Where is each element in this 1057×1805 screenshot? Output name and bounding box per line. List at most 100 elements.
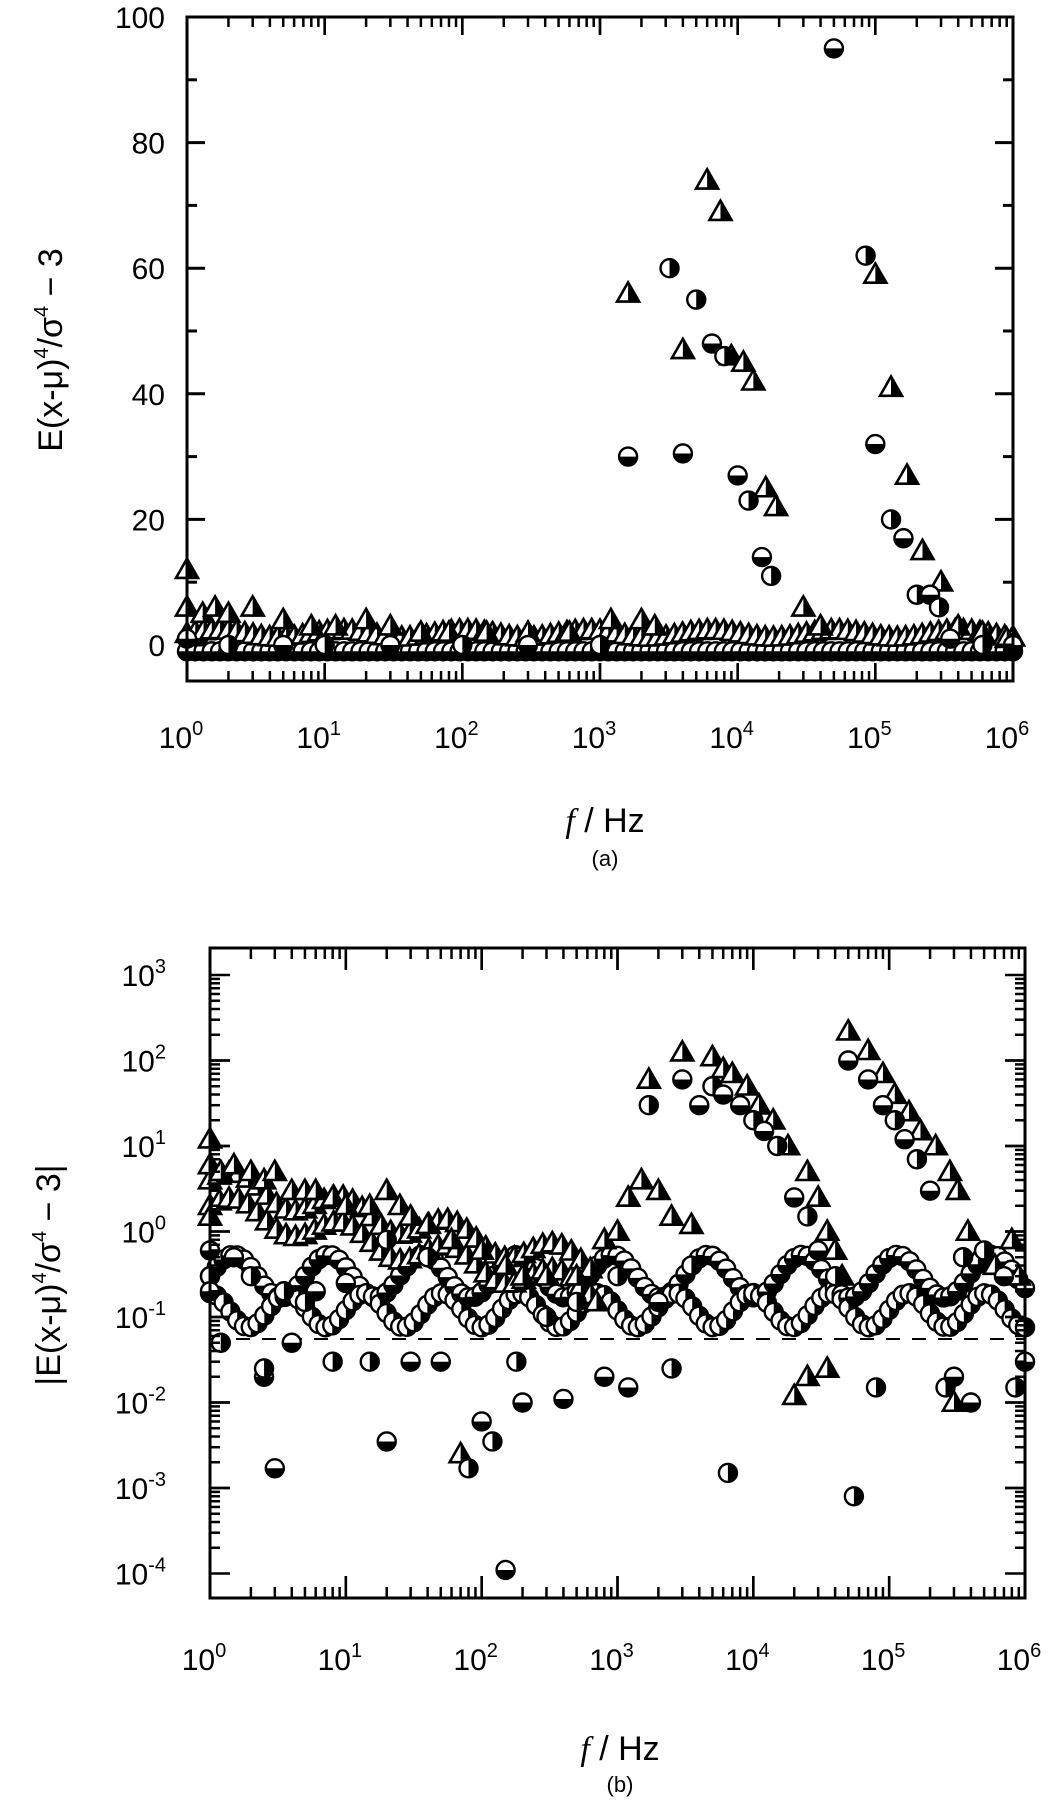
circle-marker [973,1240,995,1261]
triangle-marker [669,336,697,360]
circle-marker [727,465,748,486]
panel-a-x-tick-labels: 100 101 102 103 104 105 106 [159,718,1030,755]
circle-marker [919,584,941,605]
triangle-marker [407,618,435,642]
x-tick-label: 106 [997,1640,1042,1677]
circle-marker [495,1559,516,1581]
circle-marker [760,565,782,587]
y-tick-label: 100 [122,1213,167,1250]
triangle-marker [752,474,780,498]
circle-marker [617,446,639,467]
triangle-marker [414,1211,441,1235]
circle-marker [865,433,886,455]
x-tick-label: 100 [159,718,204,755]
circle-marker [314,634,335,656]
triangle-marker [438,1226,465,1250]
circle-marker [517,634,539,656]
triangle-marker [762,493,790,517]
circle-marker [972,634,993,656]
panel-a-y-tick-labels: 0 20 40 60 80 100 [115,2,165,663]
circle-marker [767,1135,788,1157]
y-tick-label: 10-1 [115,1298,166,1335]
circle-marker [305,1281,326,1302]
y-tick-label: 20 [132,504,165,537]
triangle-marker [794,1363,821,1387]
circle-marker [281,1332,302,1353]
circle-marker [607,1266,628,1287]
panel-a-frame [185,15,1015,683]
triangle-marker [628,1166,655,1190]
triangle-marker [780,1382,808,1406]
circle-marker [553,1388,574,1410]
triangle-marker [862,260,889,285]
triangle-marker [473,618,500,642]
circle-marker [618,1377,639,1398]
triangle-marker [269,606,297,630]
circle-marker [993,1266,1015,1287]
circle-marker [952,1247,974,1268]
circle-marker [894,1129,915,1150]
triangle-marker [733,1072,761,1096]
circle-marker [210,1332,231,1353]
triangle-marker [577,1255,604,1279]
y-tick-label: 103 [122,956,167,993]
circle-marker [906,1149,928,1170]
circle-marker [430,1351,451,1372]
circle-marker [738,490,759,511]
circle-marker [380,634,401,656]
circle-marker [857,1069,879,1090]
circle-marker [672,443,694,464]
triangle-marker [658,1202,685,1226]
circle-marker [940,628,961,649]
circle-marker [884,1110,905,1131]
triangle-marker [563,1262,590,1286]
circle-marker [865,1377,887,1398]
x-tick-label: 106 [985,718,1030,755]
circle-marker [659,258,680,279]
triangle-marker [936,1158,964,1182]
circle-marker [784,1187,805,1208]
triangle-marker [597,606,625,630]
panel-a-ticks [185,15,1015,681]
circle-marker [359,1351,380,1372]
circle-marker [681,1255,702,1276]
triangle-marker [693,166,721,190]
triangle-marker [907,1117,934,1141]
panel-b-x-tick-labels: 100 101 102 103 104 105 106 [182,1640,1042,1677]
circle-marker [458,1458,479,1479]
panel-b-x-axis-title: f / Hz [580,1730,659,1768]
triangle-marker [615,1183,642,1208]
y-tick-label: 102 [122,1042,167,1079]
panel-a: 0 20 40 60 80 100 100 101 102 103 104 105 106 E(x-μ… [31,2,1029,871]
circle-marker [471,1411,492,1432]
y-tick-label: 80 [132,128,165,161]
circle-marker [714,345,735,367]
triangle-marker [298,612,325,636]
circle-marker [400,1351,421,1372]
triangle-marker [261,1158,289,1182]
x-tick-label: 101 [318,1640,363,1677]
circle-marker [536,1306,557,1328]
triangle-marker [893,461,921,485]
circle-marker [594,1366,615,1387]
circle-marker [376,1431,397,1452]
circle-marker [797,1206,818,1227]
y-tick-label: 60 [132,253,165,286]
triangle-marker [707,198,734,222]
triangle-marker [669,1038,696,1062]
x-tick-label: 105 [861,1640,906,1677]
circle-marker [638,1095,660,1116]
triangle-marker [322,612,349,636]
circle-marker [824,1266,846,1287]
triangle-marker [492,1251,519,1276]
triangle-marker [998,1226,1026,1250]
circle-marker [943,1366,965,1387]
triangle-marker [719,1060,746,1084]
y-tick-label: 101 [122,1127,167,1164]
triangle-marker [730,348,757,372]
circle-marker [322,1351,343,1372]
circle-marker [512,1392,533,1413]
y-tick-label: 10-4 [115,1555,166,1592]
